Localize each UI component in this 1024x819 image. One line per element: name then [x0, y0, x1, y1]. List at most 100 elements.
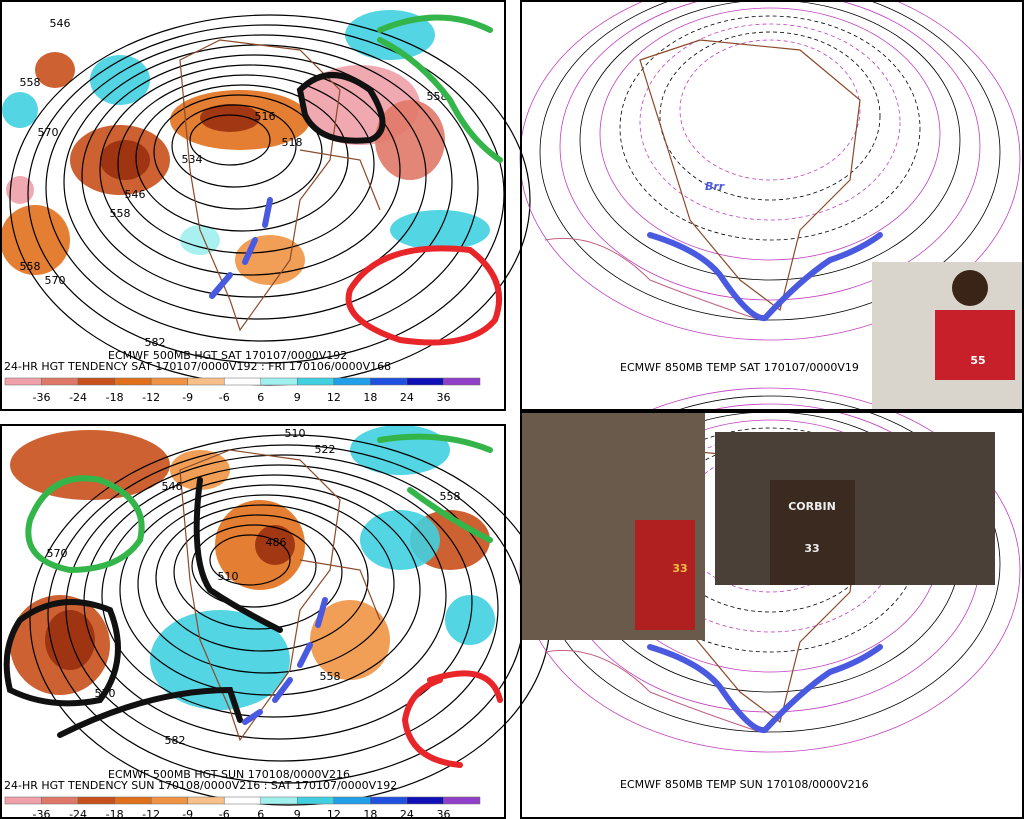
- colorbar-label: 36: [436, 391, 450, 404]
- height-contour: [65, 454, 499, 762]
- annotation-loop: [296, 72, 386, 144]
- contour-label: 558: [320, 670, 341, 683]
- colorbar-segment: [77, 377, 115, 386]
- tendency-shading: [170, 450, 230, 490]
- photo-jersey: [635, 520, 695, 630]
- tendency-shading: [10, 430, 170, 500]
- tendency-shading: [350, 425, 450, 475]
- tendency-shading: [35, 52, 75, 88]
- photo-jersey: [770, 480, 855, 585]
- contour-label: 518: [282, 136, 303, 149]
- colorbar-label: -6: [219, 808, 230, 819]
- map-caption: 24-HR HGT TENDENCY SUN 170108/0000V216 :…: [4, 779, 397, 792]
- handwritten-note: Brr: [705, 180, 725, 193]
- map-caption: 24-HR HGT TENDENCY SAT 170107/0000V192 :…: [4, 360, 391, 373]
- contour-label: 570: [47, 547, 68, 560]
- tendency-shading: [180, 225, 220, 255]
- colorbar-segment: [406, 796, 444, 805]
- front-line: [209, 197, 273, 299]
- colorbar-label: 24: [400, 808, 414, 819]
- contour-label: 546: [125, 188, 146, 201]
- contour-label: 558: [110, 207, 131, 220]
- tendency-shading: [360, 510, 440, 570]
- panel-frame: [0, 0, 506, 411]
- panel-frame: [520, 411, 1024, 819]
- colorbar-segment: [297, 796, 335, 805]
- front-line: [242, 597, 328, 725]
- height-contour: [173, 514, 343, 630]
- colorbar-segment: [150, 796, 188, 805]
- annotation-arrow: [57, 477, 283, 738]
- tendency-shading: [6, 176, 34, 204]
- photo-jersey-number: 33: [672, 562, 687, 575]
- tendency-shading: [100, 140, 150, 180]
- cold-outline: [647, 644, 883, 734]
- height-contour: [153, 94, 323, 210]
- contour-label: 546: [162, 480, 183, 493]
- cold-outline: [647, 232, 883, 322]
- temp-contour: [599, 7, 941, 261]
- colorbar-label: -6: [219, 391, 230, 404]
- annotation-loop: [377, 14, 503, 163]
- colorbar-label: -36: [33, 808, 51, 819]
- tendency-shading: [0, 205, 70, 275]
- colorbar-segment: [297, 377, 335, 386]
- colorbar-label: 18: [363, 808, 377, 819]
- photo-jersey: [935, 310, 1015, 380]
- colorbar-label: -36: [33, 391, 51, 404]
- colorbar-label: -12: [142, 808, 160, 819]
- contour-label: 558: [440, 490, 461, 503]
- colorbar-segment: [187, 377, 225, 386]
- contour-label: 582: [165, 734, 186, 747]
- height-contour: [191, 524, 317, 608]
- contour-label: 558: [20, 260, 41, 273]
- annotation-loop: [25, 475, 145, 574]
- colorbar-segment: [370, 796, 408, 805]
- contour-label: 546: [50, 17, 71, 30]
- map-caption: ECMWF 500MB HGT SUN 170108/0000V216: [108, 768, 350, 781]
- colorbar-label: 18: [363, 391, 377, 404]
- panel-frame: [520, 0, 1024, 411]
- colorbar-segment: [114, 796, 152, 805]
- tendency-shading: [310, 600, 390, 680]
- thermal-line: [544, 237, 761, 321]
- colorbar-label: -12: [142, 391, 160, 404]
- colorbar-label: 12: [327, 808, 341, 819]
- tendency-shading: [45, 610, 95, 670]
- colorbar-segment: [406, 377, 444, 386]
- colorbar-segment: [150, 377, 188, 386]
- coastline: [639, 39, 861, 312]
- tendency-shading: [375, 100, 445, 180]
- tendency-shading: [2, 92, 38, 128]
- height-contour: [137, 494, 395, 674]
- colorbar-segment: [333, 796, 371, 805]
- height-contour: [81, 54, 427, 298]
- height-contour: [209, 534, 291, 586]
- colorbar-label: 9: [294, 391, 301, 404]
- contour-label: 582: [145, 336, 166, 349]
- contour-label: 534: [182, 153, 203, 166]
- tendency-shading: [150, 610, 290, 710]
- map-caption: ECMWF 500MB HGT SAT 170107/0000V192: [108, 349, 347, 362]
- contour-label: 570: [38, 126, 59, 139]
- contour-label: 510: [218, 570, 239, 583]
- annotation-loop: [3, 599, 121, 707]
- colorbar-label: -24: [69, 808, 87, 819]
- colorbar-segment: [187, 796, 225, 805]
- coastline: [179, 39, 381, 332]
- contour-label: 510: [285, 427, 306, 440]
- contour-label: 570: [45, 274, 66, 287]
- tendency-shading: [90, 55, 150, 105]
- height-contour: [99, 64, 401, 276]
- colorbar-segment: [443, 377, 481, 386]
- height-contour: [45, 34, 479, 342]
- photo-head: [952, 270, 988, 306]
- map-caption: ECMWF 850MB TEMP SAT 170107/0000V19: [620, 361, 859, 374]
- colorbar-segment: [41, 377, 79, 386]
- height-contour: [119, 484, 421, 696]
- temp-contour: [679, 39, 861, 181]
- colorbar-label: -24: [69, 391, 87, 404]
- colorbar-segment: [223, 377, 262, 386]
- colorbar-label: 6: [257, 391, 264, 404]
